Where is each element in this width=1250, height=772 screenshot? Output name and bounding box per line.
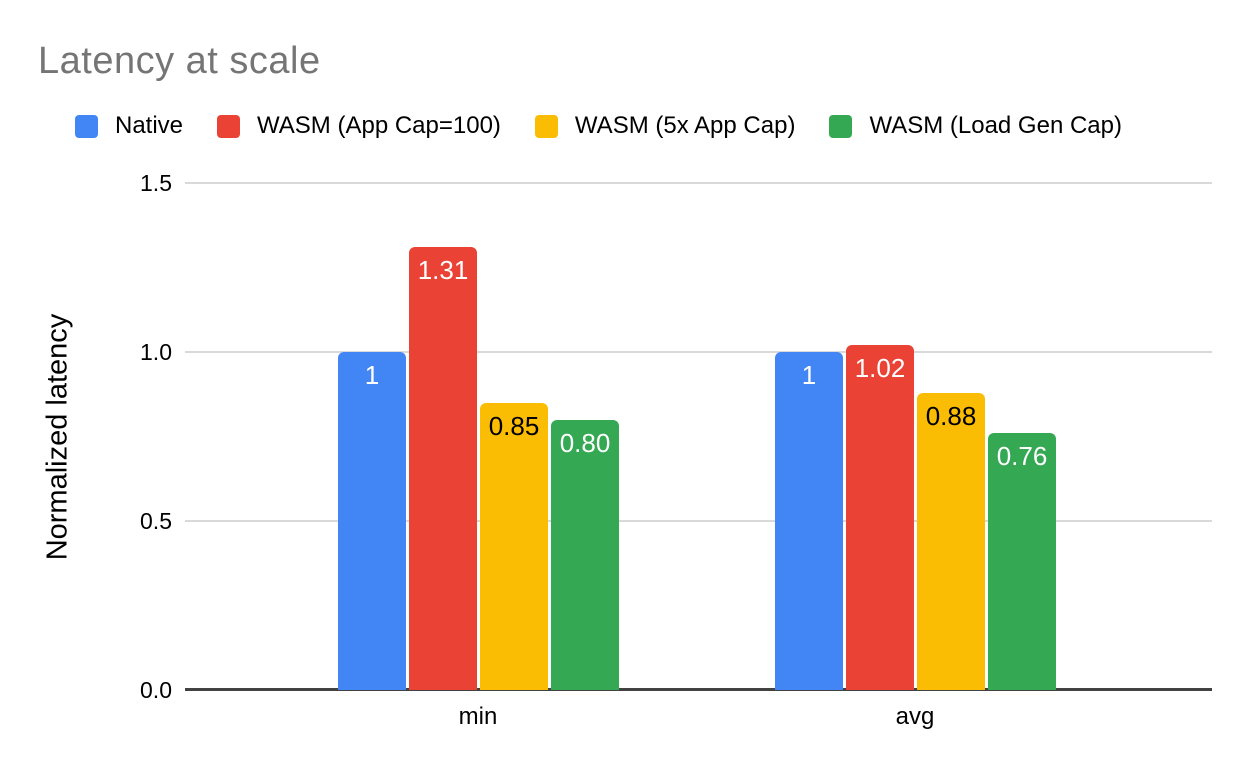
- legend-item-wasm-5x-app-cap[interactable]: WASM (5x App Cap): [534, 112, 796, 140]
- legend-label: WASM (Load Gen Cap): [869, 112, 1122, 139]
- bar-value-label: 0.88: [925, 401, 977, 431]
- y-tick-1.5: 1.5: [140, 170, 172, 196]
- bar-min-wasm-app-cap-100[interactable]: 1.31: [409, 247, 477, 690]
- legend-label: WASM (5x App Cap): [574, 112, 796, 139]
- gridline-1.0: [185, 351, 1212, 353]
- bar-avg-wasm-load-gen-cap[interactable]: 0.76: [988, 433, 1056, 690]
- bar-avg-wasm-5x-app-cap[interactable]: 0.88: [917, 393, 985, 690]
- legend-swatch-icon: [829, 114, 853, 138]
- x-axis-label-min: min: [458, 703, 498, 730]
- bar-value-label: 1: [364, 360, 380, 390]
- bar-avg-native[interactable]: 1: [775, 352, 843, 690]
- x-axis-label-avg: avg: [895, 703, 935, 730]
- legend-swatch-icon: [75, 114, 98, 138]
- x-axis-line: [185, 688, 1212, 691]
- bar-value-label: 1.02: [854, 353, 906, 383]
- y-tick-0.5: 0.5: [140, 508, 172, 534]
- legend: Native WASM (App Cap=100) WASM (5x App Cap…: [75, 112, 1122, 140]
- bar-value-label: 0.80: [559, 428, 611, 458]
- gridline-0.5: [185, 520, 1212, 522]
- bar-min-wasm-load-gen-cap[interactable]: 0.80: [551, 420, 619, 690]
- bar-avg-wasm-app-cap-100[interactable]: 1.02: [846, 345, 914, 690]
- plot-area: 1 1.31 0.85 0.80 1 1.02 0.88 0.76: [185, 182, 1212, 691]
- legend-item-native[interactable]: Native: [75, 112, 183, 140]
- y-tick-0.0: 0.0: [140, 677, 172, 703]
- legend-swatch-icon: [534, 114, 558, 138]
- legend-label: WASM (App Cap=100): [257, 112, 501, 139]
- legend-swatch-icon: [217, 114, 241, 138]
- legend-label: Native: [115, 112, 184, 139]
- y-tick-1.0: 1.0: [140, 339, 172, 365]
- bar-value-label: 0.76: [996, 441, 1048, 471]
- bar-min-wasm-5x-app-cap[interactable]: 0.85: [480, 403, 548, 690]
- legend-item-wasm-app-cap-100[interactable]: WASM (App Cap=100): [217, 112, 501, 140]
- bar-value-label: 1.31: [417, 255, 469, 285]
- chart-title: Latency at scale: [38, 40, 321, 82]
- gridline-1.5: [185, 182, 1212, 184]
- bar-value-label: 0.85: [488, 411, 540, 441]
- legend-item-wasm-load-gen-cap[interactable]: WASM (Load Gen Cap): [829, 112, 1122, 140]
- bar-min-native[interactable]: 1: [338, 352, 406, 690]
- bar-value-label: 1: [801, 360, 817, 390]
